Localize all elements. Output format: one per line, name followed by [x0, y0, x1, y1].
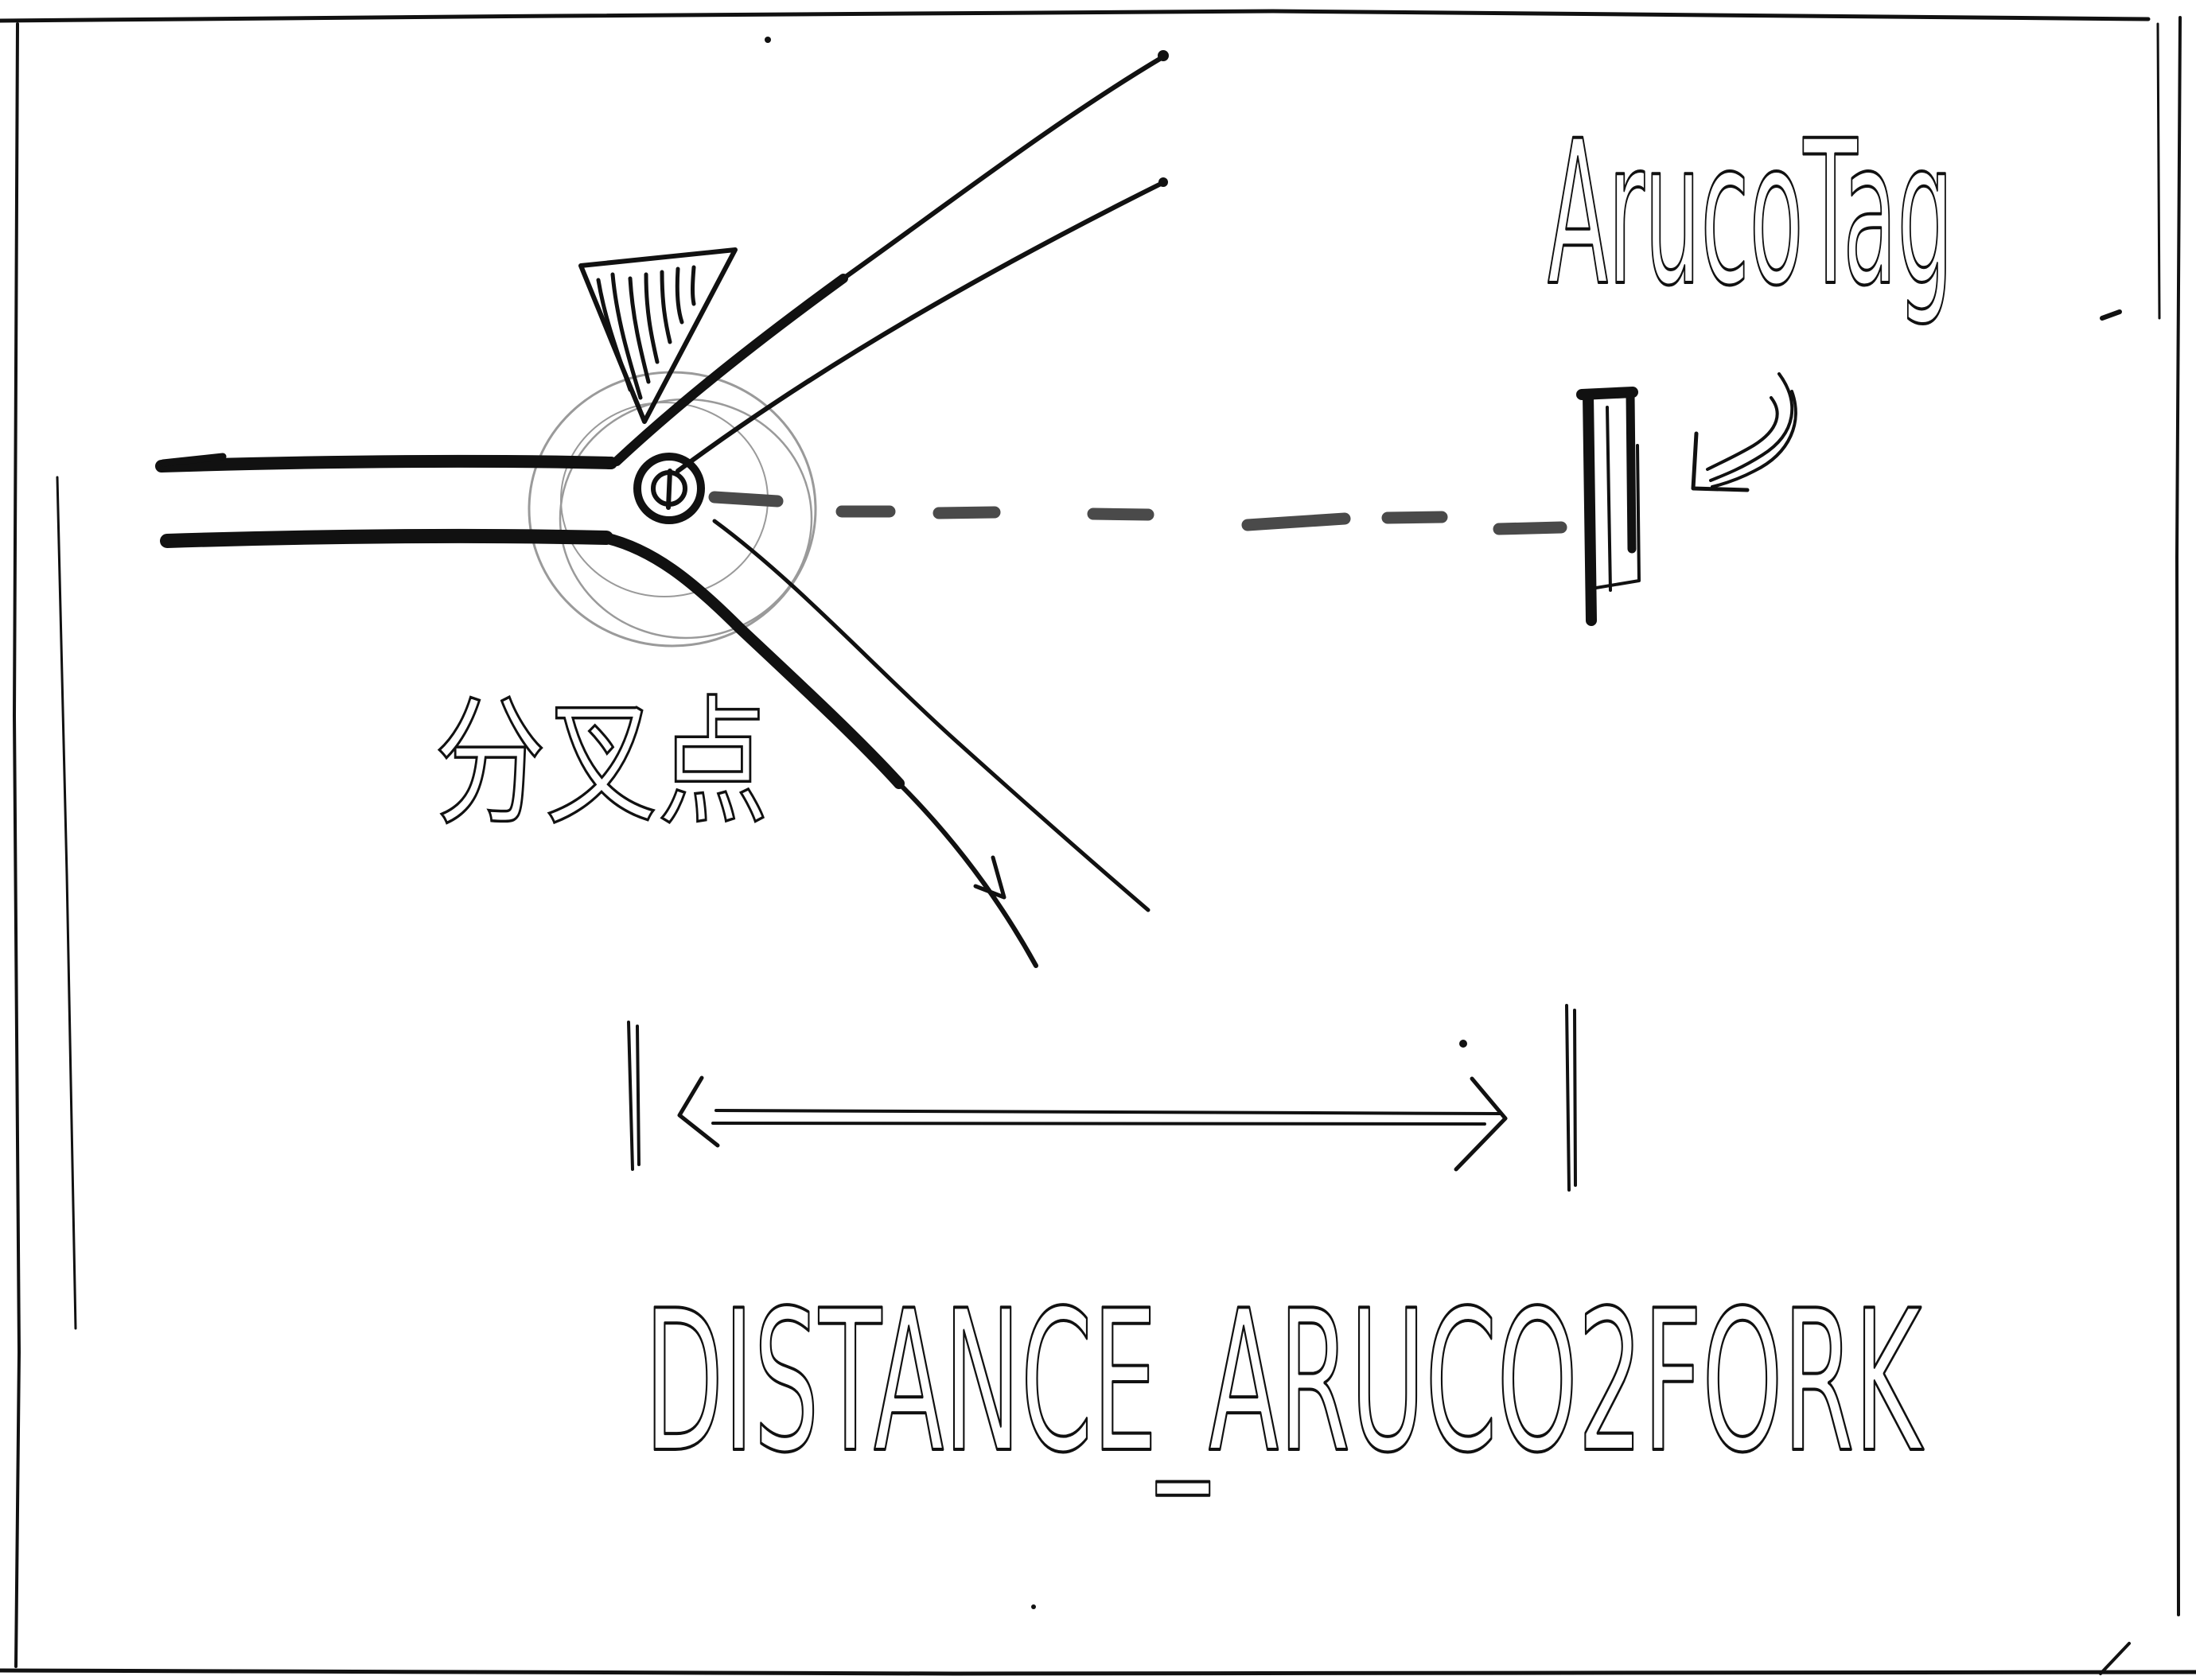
sight-line-dash-6	[1381, 511, 1448, 524]
camera-triangle-icon	[578, 247, 738, 424]
stray-dot-bottom	[1031, 1604, 1036, 1609]
sight-line-dash-5	[1241, 512, 1351, 531]
aruco-tag-inner-line	[1606, 406, 1612, 592]
lower-outer-branch-far	[897, 781, 1038, 968]
track-upper-line	[155, 454, 617, 472]
incoming-track	[155, 453, 617, 548]
upper-inner-branch-end	[1158, 177, 1168, 187]
frame-top-edge	[0, 9, 2151, 23]
distance-label: DISTANCE_ARUCO2FORK	[644, 1269, 1924, 1495]
stray-mark-right	[2100, 309, 2122, 321]
upper-outer-branch-end	[1158, 50, 1169, 61]
lower-branches	[599, 519, 1151, 968]
track-upper-line-tip	[159, 453, 227, 467]
sight-line-dash-3	[933, 506, 1001, 519]
aruco-tag-left-edge	[1583, 389, 1597, 626]
upper-outer-branch-far	[841, 55, 1165, 281]
frame-right-edge	[2175, 16, 2182, 1616]
fork-node-center-mark	[666, 469, 672, 510]
aruco-tag-bottom-edge	[1590, 444, 1641, 590]
sight-line-dash-1	[708, 491, 784, 508]
camera-triangle-hatching	[596, 265, 696, 400]
tag-pointer-arrow-head	[1691, 431, 1750, 492]
fork-point-label: 分叉点	[434, 683, 769, 845]
frame-corner-stroke	[2099, 1642, 2131, 1675]
lower-inner-branch	[712, 519, 1151, 912]
track-lower-line	[160, 528, 613, 548]
distance-arrow-line	[711, 1109, 1501, 1126]
tag-pointer-arrow-shaft	[1706, 372, 1797, 488]
aruco-tag-marker	[1576, 387, 1641, 626]
sight-line-dashed	[708, 491, 1567, 535]
lower-outer-branch-arrowhead	[973, 855, 1006, 900]
upper-inner-branch	[676, 181, 1165, 473]
lower-outer-branch-near	[599, 532, 905, 789]
distance-arrow-left-head	[677, 1075, 720, 1148]
tag-pointer-arrow-icon	[1691, 372, 1797, 492]
frame-right-inner-line	[2156, 22, 2161, 320]
aruco-tag-right-edge	[1626, 390, 1637, 554]
distance-dot	[1459, 1040, 1467, 1048]
distance-dimension	[627, 1004, 1577, 1192]
sight-line-dash-7	[1493, 521, 1567, 535]
frame-left-inner-line	[56, 476, 77, 1330]
aruco-tag-label: ArucoTag	[1548, 98, 1953, 329]
camera-triangle-outline	[578, 247, 738, 424]
frame-left-edge	[13, 22, 21, 1668]
stray-dot-top	[765, 37, 771, 43]
paper-frame	[0, 9, 2196, 1676]
upper-branches	[612, 50, 1169, 473]
distance-arrow-right-head	[1454, 1076, 1508, 1172]
fork-node-icon	[633, 453, 705, 524]
distance-left-bar	[627, 1021, 640, 1171]
frame-bottom-edge	[0, 1668, 2196, 1676]
sight-line-dash-4	[1087, 508, 1154, 521]
fork-node-outer-ring	[633, 453, 705, 524]
distance-right-bar	[1565, 1004, 1577, 1192]
upper-outer-branch-near	[612, 274, 848, 466]
